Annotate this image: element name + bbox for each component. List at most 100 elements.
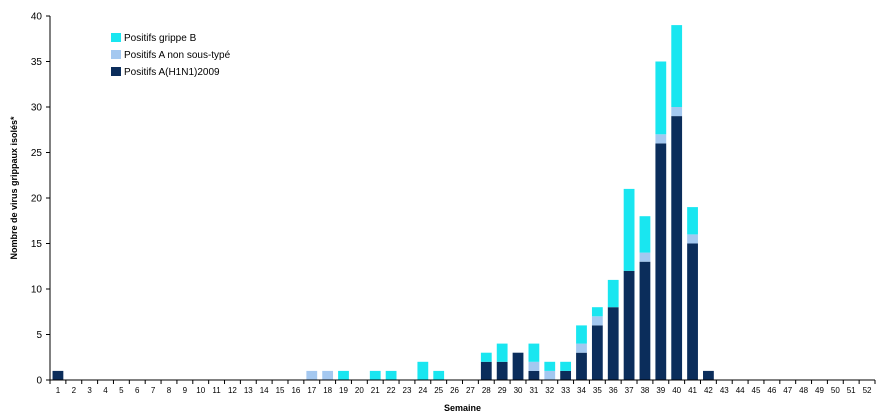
bar-segment [671,25,683,108]
y-tick-label: 5 [36,330,42,341]
bar-segment [687,207,698,235]
bar-segment [544,361,556,371]
legend-label: Positifs A(H1N1)2009 [124,67,220,78]
bar-segment [639,252,651,262]
x-tick-label: 16 [291,386,300,395]
x-tick-label: 44 [736,386,745,395]
y-tick-label: 15 [31,239,43,250]
x-axis-ticks: 1 2 3 4 5 6 7 8 9 10 11 12 13 14 15 16 17 18 19 20 21 22 23 24 2… [49,380,876,395]
x-tick-label: 4 [103,386,108,395]
x-tick-label: 37 [625,386,634,395]
x-tick-label: 36 [609,386,618,395]
x-tick-label: 8 [167,386,172,395]
bar-segment [671,107,683,117]
x-tick-label: 6 [135,386,140,395]
x-tick-label: 27 [466,386,475,395]
legend-label: Positifs grippe B [124,33,197,44]
bar-segment [496,361,508,380]
bar-segment [639,261,651,380]
y-tick-label: 25 [31,148,43,159]
y-tick-label: 10 [31,285,43,296]
x-tick-label: 50 [831,386,840,395]
bar-segment [385,370,397,380]
bar-segment [639,216,651,253]
x-tick-label: 28 [482,386,491,395]
x-tick-label: 14 [260,386,269,395]
legend-swatch [111,50,121,59]
bar-segment [623,188,635,271]
x-tick-label: 49 [815,386,824,395]
bar-segment [306,370,318,380]
x-tick-label: 20 [355,386,364,395]
bar-segment [591,307,603,317]
x-tick-label: 12 [228,386,237,395]
x-tick-label: 15 [276,386,285,395]
bar-segment [52,370,64,380]
bar-segment [560,370,572,380]
x-tick-label: 31 [529,386,538,395]
x-axis-title: Semaine [444,403,481,413]
bar-segment [338,370,349,380]
bar-segment [528,361,540,371]
x-tick-label: 13 [244,386,253,395]
bar-segment [512,352,524,380]
x-tick-label: 51 [847,386,856,395]
x-tick-label: 7 [151,386,156,395]
bar-segment [607,279,619,308]
x-tick-label: 11 [212,386,221,395]
legend-swatch [111,33,121,42]
legend-swatch [111,67,121,76]
legend-label: Positifs A non sous-typé [124,50,231,61]
x-tick-label: 34 [577,386,586,395]
x-tick-label: 9 [183,386,188,395]
x-tick-label: 5 [119,386,124,395]
bar-segment [607,307,619,380]
y-axis-ticks: 0 5 10 15 20 25 30 35 40 [31,12,50,387]
x-tick-label: 18 [323,386,332,395]
x-tick-label: 35 [593,386,602,395]
bar-segment [623,270,635,380]
bar-segment [576,352,587,380]
bar-segment [369,370,381,380]
bar-segment [496,343,508,362]
x-tick-label: 41 [688,386,697,395]
bar-segment [576,343,587,353]
bar-series [52,25,714,380]
x-tick-label: 26 [450,386,459,395]
bar-segment [703,370,714,380]
x-tick-label: 2 [72,386,77,395]
bar-segment [560,361,572,371]
x-tick-label: 25 [434,386,443,395]
y-tick-label: 35 [31,57,43,68]
bar-segment [655,134,667,144]
y-tick-label: 20 [31,194,43,205]
x-tick-label: 48 [799,386,808,395]
bar-segment [591,316,603,326]
bar-segment [687,234,698,244]
x-tick-label: 21 [371,386,380,395]
x-tick-label: 30 [514,386,523,395]
x-tick-label: 38 [640,386,649,395]
x-tick-label: 33 [561,386,570,395]
bar-segment [417,361,429,380]
bar-segment [576,325,587,344]
x-tick-label: 39 [656,386,665,395]
bar-segment [528,343,540,362]
bar-segment [528,370,540,380]
bar-segment [655,61,667,135]
x-tick-label: 23 [403,386,412,395]
x-tick-label: 24 [418,386,427,395]
bar-segment [433,370,445,380]
y-tick-label: 40 [31,12,43,23]
bar-segment [322,370,334,380]
x-tick-label: 10 [196,386,205,395]
bar-segment [544,370,556,380]
y-tick-label: 30 [31,103,43,114]
x-tick-label: 40 [672,386,681,395]
x-tick-label: 52 [863,386,872,395]
x-tick-label: 47 [783,386,792,395]
y-tick-label: 0 [36,376,42,387]
x-tick-label: 32 [545,386,554,395]
bar-segment [591,325,603,380]
